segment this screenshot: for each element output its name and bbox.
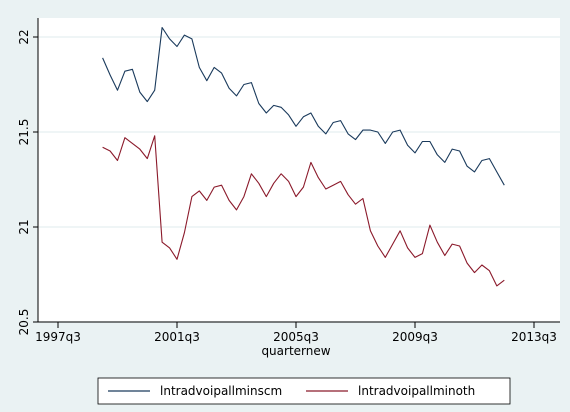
series-lines [102, 26, 505, 287]
legend-label-1: lntradvoipallminscm [160, 384, 282, 398]
x-axis-title: quarternew [261, 344, 330, 358]
x-tick-label: 2009q3 [392, 330, 438, 344]
y-tick-label: 20.5 [17, 309, 31, 336]
series-line-2 [102, 135, 505, 287]
x-tick-label: 2013q3 [511, 330, 557, 344]
y-tick-label: 21.5 [17, 119, 31, 146]
y-tick-label: 21 [17, 219, 31, 234]
x-tick-label: 1997q3 [35, 330, 81, 344]
legend: lntradvoipallminscm lntradvoipallminoth [97, 377, 511, 405]
x-tick-label: 2001q3 [154, 330, 200, 344]
legend-label-2: lntradvoipallminoth [358, 384, 475, 398]
axes: 20.5 21 21.5 22 1997q3 2001q3 2005q3 2009q3 2013… [17, 18, 560, 358]
x-tick-label: 2005q3 [273, 330, 319, 344]
y-tick-label: 22 [17, 29, 31, 44]
legend-box [97, 377, 511, 405]
series-line-1 [102, 26, 505, 186]
plot-area [38, 18, 560, 322]
